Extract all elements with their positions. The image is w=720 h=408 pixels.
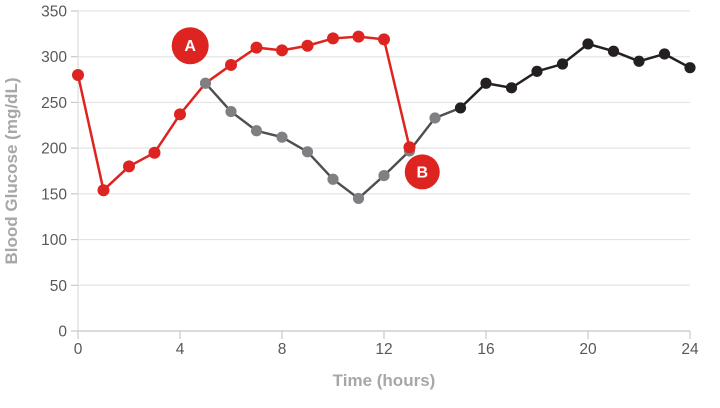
series-a-point — [250, 41, 263, 54]
series-a-point — [327, 32, 339, 45]
series-a-point — [225, 58, 237, 71]
x-tick-label: 16 — [477, 341, 494, 358]
series-a-point — [403, 141, 416, 154]
series-b-point — [352, 192, 365, 205]
annotation-badge-a — [171, 27, 209, 65]
series-b-point — [454, 102, 467, 114]
y-tick-label: 150 — [41, 186, 67, 203]
series-b-point — [480, 77, 492, 89]
x-axis-title: Time (hours) — [333, 371, 436, 390]
series-b-point — [250, 125, 263, 137]
x-tick-label: 8 — [278, 341, 287, 358]
x-tick-label: 12 — [375, 341, 392, 358]
data-series — [72, 30, 696, 205]
x-tick-label: 4 — [176, 341, 185, 358]
series-a-point — [378, 33, 390, 46]
series-a-point — [301, 39, 314, 52]
series-a-point — [148, 146, 161, 159]
y-axis-title: Blood Glucose (mg/dL) — [2, 78, 21, 265]
y-tick-label: 250 — [41, 95, 67, 112]
series-a-point — [97, 184, 110, 197]
annotation-label-b: B — [416, 164, 428, 181]
series-b-point — [658, 48, 671, 60]
series-b-line-late — [459, 42, 691, 109]
series-b-point — [327, 173, 339, 185]
series-b-point — [633, 55, 645, 67]
y-tick-label: 300 — [41, 49, 67, 66]
x-tick-label: 24 — [681, 341, 699, 358]
annotations: AB — [171, 27, 440, 190]
series-a-point — [174, 108, 186, 121]
y-tick-label: 100 — [41, 232, 67, 249]
series-b-point — [199, 77, 212, 89]
series-a-point — [276, 44, 288, 57]
y-tick-label: 350 — [41, 4, 67, 21]
series-b-point — [607, 45, 620, 57]
series-b-point — [378, 169, 390, 182]
x-tick-label: 0 — [74, 341, 83, 358]
y-tick-label: 0 — [58, 324, 67, 341]
axes — [71, 10, 691, 339]
y-tick-label: 200 — [41, 141, 67, 158]
series-b-point — [556, 58, 569, 70]
series-a-point — [72, 69, 84, 81]
series-b-point — [582, 38, 594, 50]
series-b-point — [505, 82, 518, 94]
y-tick-label: 50 — [50, 278, 68, 295]
series-b-point — [684, 62, 696, 74]
series-a-point — [123, 160, 135, 173]
series-a-point — [352, 30, 365, 43]
series-b-point — [301, 146, 314, 158]
series-b-point — [429, 112, 441, 124]
tick-labels: 0 50 100 150 200 250 300 350 0 4 8 12 16 20 24 — [41, 4, 699, 359]
annotation-label-a: A — [184, 38, 196, 55]
series-b-point — [225, 105, 237, 118]
series-b-point — [276, 131, 288, 143]
annotation-badge-b — [404, 154, 440, 190]
series-b-point — [531, 65, 543, 77]
x-tick-label: 20 — [579, 341, 597, 358]
